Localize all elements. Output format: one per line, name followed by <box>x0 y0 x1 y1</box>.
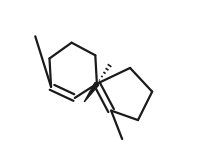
Polygon shape <box>84 82 99 102</box>
